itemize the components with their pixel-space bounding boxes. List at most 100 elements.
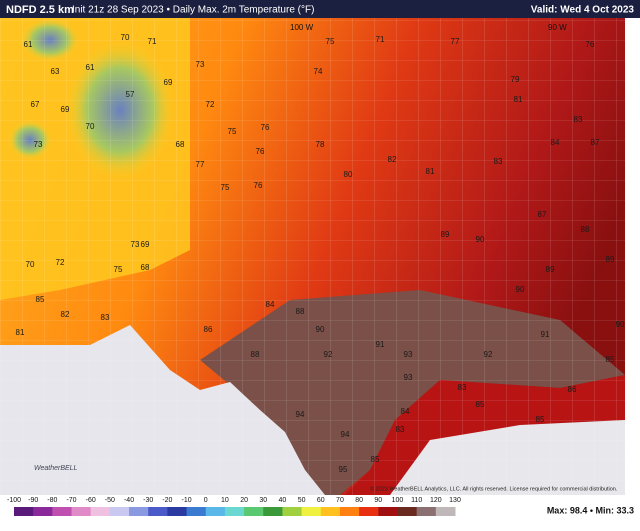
temperature-label: 85 xyxy=(371,455,380,464)
colorbar-tick-label: 40 xyxy=(279,497,287,504)
temperature-label: 84 xyxy=(401,407,410,416)
colorbar-tick-label: -90 xyxy=(28,497,38,504)
temperature-label: 83 xyxy=(494,157,503,166)
temperature-label: 57 xyxy=(126,90,135,99)
temperature-label: 85 xyxy=(536,415,545,424)
temperature-label: 73 xyxy=(131,240,140,249)
temperature-label: 72 xyxy=(56,258,65,267)
colorbar-segment xyxy=(320,507,341,516)
temperature-label: 81 xyxy=(514,95,523,104)
colorbar-segment xyxy=(378,507,398,516)
colorbar-segment xyxy=(109,507,130,516)
colorbar-segment xyxy=(301,507,322,516)
temperature-label: 76 xyxy=(586,40,595,49)
temperature-label: 84 xyxy=(266,300,275,309)
header-bar xyxy=(0,0,640,18)
temperature-label: 92 xyxy=(324,350,333,359)
temperature-label: 83 xyxy=(458,383,467,392)
temperature-label: 85 xyxy=(36,295,45,304)
temperature-label: 84 xyxy=(551,138,560,147)
temperature-label: 75 xyxy=(221,183,230,192)
temperature-label: 88 xyxy=(251,350,260,359)
colorbar-tick-label: -80 xyxy=(47,497,57,504)
colorbar-tick-label: 0 xyxy=(204,497,208,504)
colorbar-tick-label: -10 xyxy=(182,497,192,504)
colorbar-tick-label: 10 xyxy=(221,497,229,504)
colorbar-segment xyxy=(397,507,418,516)
temperature-label: 89 xyxy=(546,265,555,274)
colorbar-tick-label: -70 xyxy=(66,497,76,504)
temperature-label: 86 xyxy=(568,385,577,394)
temperature-label: 78 xyxy=(316,140,325,149)
colorbar-tick-label: 60 xyxy=(317,497,325,504)
title: NDFD 2.5 km xyxy=(6,4,74,16)
colorbar: -100 -90 -80 -70 -60 -50 -40 -30 -20 -10 0 10 20 30 40… xyxy=(7,497,461,516)
temperature-label: 77 xyxy=(196,160,205,169)
valid-time: Valid: Wed 4 Oct 2023 xyxy=(531,5,635,16)
temperature-label: 71 xyxy=(376,35,385,44)
colorbar-segment xyxy=(90,507,111,516)
temperature-label: 81 xyxy=(426,167,435,176)
colorbar-segment xyxy=(14,507,34,516)
colorbar-segment xyxy=(435,507,456,516)
temperature-label: 88 xyxy=(296,307,305,316)
stats: Max: 98.4 • Min: 33.3 xyxy=(547,505,634,515)
colorbar-segment xyxy=(416,507,437,516)
temperature-label: 75 xyxy=(114,265,123,274)
colorbar-segment xyxy=(244,507,264,516)
colorbar-segment xyxy=(129,507,149,516)
colorbar-segment xyxy=(33,507,53,516)
colorbar-tick-label: -40 xyxy=(124,497,134,504)
temperature-label: 71 xyxy=(148,37,157,46)
colorbar-segment xyxy=(359,507,379,516)
colorbar-tick-label: 90 xyxy=(374,497,382,504)
temperature-label: 82 xyxy=(388,155,397,164)
temperature-label: 88 xyxy=(581,225,590,234)
temperature-label: 70 xyxy=(121,33,130,42)
meridian-label: 90 W xyxy=(548,23,567,32)
temperature-label: 79 xyxy=(511,75,520,84)
temperature-label: 90 xyxy=(476,235,485,244)
temperature-label: 85 xyxy=(476,400,485,409)
temperature-label: 93 xyxy=(404,373,413,382)
logo: WeatherBELL xyxy=(34,465,78,472)
temperature-labels: 61 63 61 70 71 57 69 67 69 70 73 68 73 72 75 76 77 76 75 76… xyxy=(16,33,625,474)
colorbar-segment xyxy=(339,507,360,516)
colorbar-tick-label: 120 xyxy=(430,497,442,504)
temperature-label: 70 xyxy=(86,122,95,131)
colorbar-tick-label: 30 xyxy=(259,497,267,504)
temperature-label: 80 xyxy=(344,170,353,179)
colorbar-segment xyxy=(263,507,283,516)
temperature-label: 83 xyxy=(574,115,583,124)
colorbar-tick-label: -100 xyxy=(7,497,21,504)
temperature-label: 85 xyxy=(606,355,615,364)
temperature-label: 95 xyxy=(339,465,348,474)
temperature-label: 90 xyxy=(616,320,625,329)
colorbar-segment xyxy=(224,507,245,516)
temperature-label: 90 xyxy=(316,325,325,334)
colorbar-segment xyxy=(52,507,73,516)
colorbar-tick-label: 130 xyxy=(449,497,461,504)
colorbar-segment xyxy=(148,507,168,516)
colorbar-tick-label: 80 xyxy=(355,497,363,504)
meridian-label: 100 W xyxy=(290,23,314,32)
temperature-label: 83 xyxy=(396,425,405,434)
temperature-label: 92 xyxy=(484,350,493,359)
temperature-label: 61 xyxy=(86,63,95,72)
temperature-label: 90 xyxy=(516,285,525,294)
temperature-label: 75 xyxy=(228,127,237,136)
colorbar-tick-label: -30 xyxy=(143,497,153,504)
temperature-label: 69 xyxy=(141,240,150,249)
colorbar-segment xyxy=(186,507,207,516)
colorbar-tick-label: 110 xyxy=(411,497,422,504)
map xyxy=(0,18,640,495)
colorbar-segment xyxy=(167,507,188,516)
temperature-label: 81 xyxy=(16,328,25,337)
colorbar-tick-label: 70 xyxy=(336,497,344,504)
colorbar-tick-label: 20 xyxy=(240,497,248,504)
temperature-label: 82 xyxy=(61,310,70,319)
temperature-label: 68 xyxy=(176,140,185,149)
colorbar-tick-label: -60 xyxy=(86,497,96,504)
temperature-label: 69 xyxy=(61,105,70,114)
